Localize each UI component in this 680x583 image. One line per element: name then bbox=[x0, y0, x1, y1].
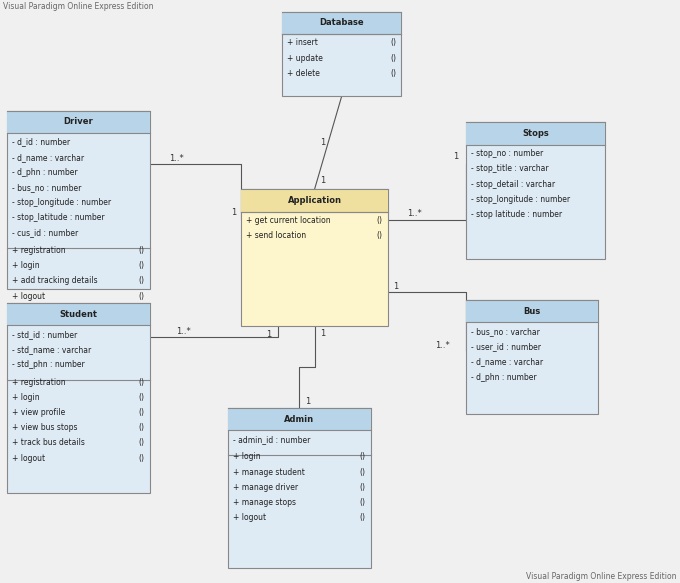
Text: Visual Paradigm Online Express Edition: Visual Paradigm Online Express Edition bbox=[3, 2, 154, 10]
Text: - stop_latitude : number: - stop_latitude : number bbox=[12, 213, 104, 222]
Text: (): () bbox=[139, 378, 145, 387]
Text: Stops: Stops bbox=[522, 129, 549, 138]
Text: + insert: + insert bbox=[287, 38, 318, 47]
Text: 1..*: 1..* bbox=[407, 209, 422, 218]
Text: (): () bbox=[139, 393, 145, 402]
Text: - stop latitude : number: - stop latitude : number bbox=[471, 210, 562, 219]
Text: 1: 1 bbox=[320, 329, 325, 338]
Text: - d_name : varchar: - d_name : varchar bbox=[471, 357, 543, 366]
Text: - bus_no : varchar: - bus_no : varchar bbox=[471, 327, 539, 336]
Text: - std_phn : number: - std_phn : number bbox=[12, 360, 84, 369]
Text: (): () bbox=[377, 216, 383, 225]
Text: Database: Database bbox=[320, 18, 364, 27]
Text: - d_phn : number: - d_phn : number bbox=[471, 373, 537, 381]
Bar bbox=[466, 122, 605, 145]
Bar bbox=[7, 303, 150, 493]
Bar bbox=[7, 303, 150, 325]
Text: Student: Student bbox=[59, 310, 97, 319]
Text: (): () bbox=[139, 246, 145, 255]
Bar bbox=[7, 111, 150, 133]
Text: - bus_no : number: - bus_no : number bbox=[12, 183, 81, 192]
Text: 1: 1 bbox=[320, 138, 325, 147]
Text: - d_phn : number: - d_phn : number bbox=[12, 168, 78, 177]
Text: + manage stops: + manage stops bbox=[233, 498, 296, 507]
Text: (): () bbox=[139, 292, 145, 300]
Text: + registration: + registration bbox=[12, 378, 65, 387]
Text: (): () bbox=[360, 513, 366, 522]
Text: + delete: + delete bbox=[287, 69, 320, 78]
Text: (): () bbox=[139, 261, 145, 270]
Text: 1: 1 bbox=[393, 282, 398, 291]
Text: + get current location: + get current location bbox=[246, 216, 330, 225]
Text: + send location: + send location bbox=[246, 231, 306, 240]
Text: 1: 1 bbox=[266, 329, 271, 339]
Text: + add tracking details: + add tracking details bbox=[12, 276, 97, 285]
Text: + login: + login bbox=[233, 452, 260, 461]
Text: + view bus stops: + view bus stops bbox=[12, 423, 77, 432]
Text: - d_name : varchar: - d_name : varchar bbox=[12, 153, 84, 161]
Bar bbox=[282, 12, 401, 34]
Text: + update: + update bbox=[287, 54, 323, 62]
Text: + view profile: + view profile bbox=[12, 408, 65, 417]
Text: Admin: Admin bbox=[284, 415, 314, 424]
Text: - stop_title : varchar: - stop_title : varchar bbox=[471, 164, 548, 173]
Text: + login: + login bbox=[12, 393, 39, 402]
Text: + manage driver: + manage driver bbox=[233, 483, 298, 491]
Text: + login: + login bbox=[12, 261, 39, 270]
Bar bbox=[228, 408, 371, 430]
Text: (): () bbox=[390, 54, 396, 62]
Text: (): () bbox=[139, 276, 145, 285]
Bar bbox=[241, 189, 388, 326]
Text: - admin_id : number: - admin_id : number bbox=[233, 435, 310, 444]
Text: 1: 1 bbox=[231, 208, 236, 217]
Text: Application: Application bbox=[288, 196, 341, 205]
Text: - stop_no : number: - stop_no : number bbox=[471, 149, 543, 158]
Text: + logout: + logout bbox=[12, 292, 45, 300]
Text: - stop_longitude : number: - stop_longitude : number bbox=[12, 198, 111, 207]
Text: - stop_longitude : number: - stop_longitude : number bbox=[471, 195, 570, 203]
Text: + manage student: + manage student bbox=[233, 468, 305, 476]
Text: (): () bbox=[139, 454, 145, 462]
Text: 1..*: 1..* bbox=[435, 341, 449, 350]
Bar bbox=[241, 189, 388, 212]
Bar bbox=[7, 111, 150, 289]
Bar bbox=[228, 408, 371, 568]
Text: + logout: + logout bbox=[12, 454, 45, 462]
Text: (): () bbox=[360, 468, 366, 476]
Text: Bus: Bus bbox=[524, 307, 541, 316]
Text: - cus_id : number: - cus_id : number bbox=[12, 229, 78, 237]
Text: Driver: Driver bbox=[63, 117, 93, 127]
Text: + registration: + registration bbox=[12, 246, 65, 255]
Text: (): () bbox=[139, 423, 145, 432]
Text: - std_id : number: - std_id : number bbox=[12, 330, 77, 339]
Text: (): () bbox=[139, 408, 145, 417]
Text: (): () bbox=[360, 498, 366, 507]
Text: 1: 1 bbox=[320, 176, 325, 185]
Text: (): () bbox=[390, 69, 396, 78]
Text: 1: 1 bbox=[453, 152, 458, 161]
Text: (): () bbox=[377, 231, 383, 240]
Text: (): () bbox=[360, 452, 366, 461]
Text: (): () bbox=[360, 483, 366, 491]
Text: (): () bbox=[139, 438, 145, 447]
Bar bbox=[466, 300, 598, 414]
Text: 1: 1 bbox=[305, 396, 310, 406]
Text: - user_id : number: - user_id : number bbox=[471, 342, 541, 351]
Text: Visual Paradigm Online Express Edition: Visual Paradigm Online Express Edition bbox=[526, 573, 677, 581]
Text: 1..*: 1..* bbox=[176, 327, 191, 336]
Text: + track bus details: + track bus details bbox=[12, 438, 84, 447]
Bar bbox=[282, 12, 401, 96]
Text: - stop_detail : varchar: - stop_detail : varchar bbox=[471, 180, 555, 188]
Bar bbox=[466, 300, 598, 322]
Text: 1..*: 1..* bbox=[169, 154, 184, 163]
Bar bbox=[466, 122, 605, 259]
Text: (): () bbox=[390, 38, 396, 47]
Text: - std_name : varchar: - std_name : varchar bbox=[12, 345, 91, 354]
Text: - d_id : number: - d_id : number bbox=[12, 138, 69, 146]
Text: + logout: + logout bbox=[233, 513, 266, 522]
